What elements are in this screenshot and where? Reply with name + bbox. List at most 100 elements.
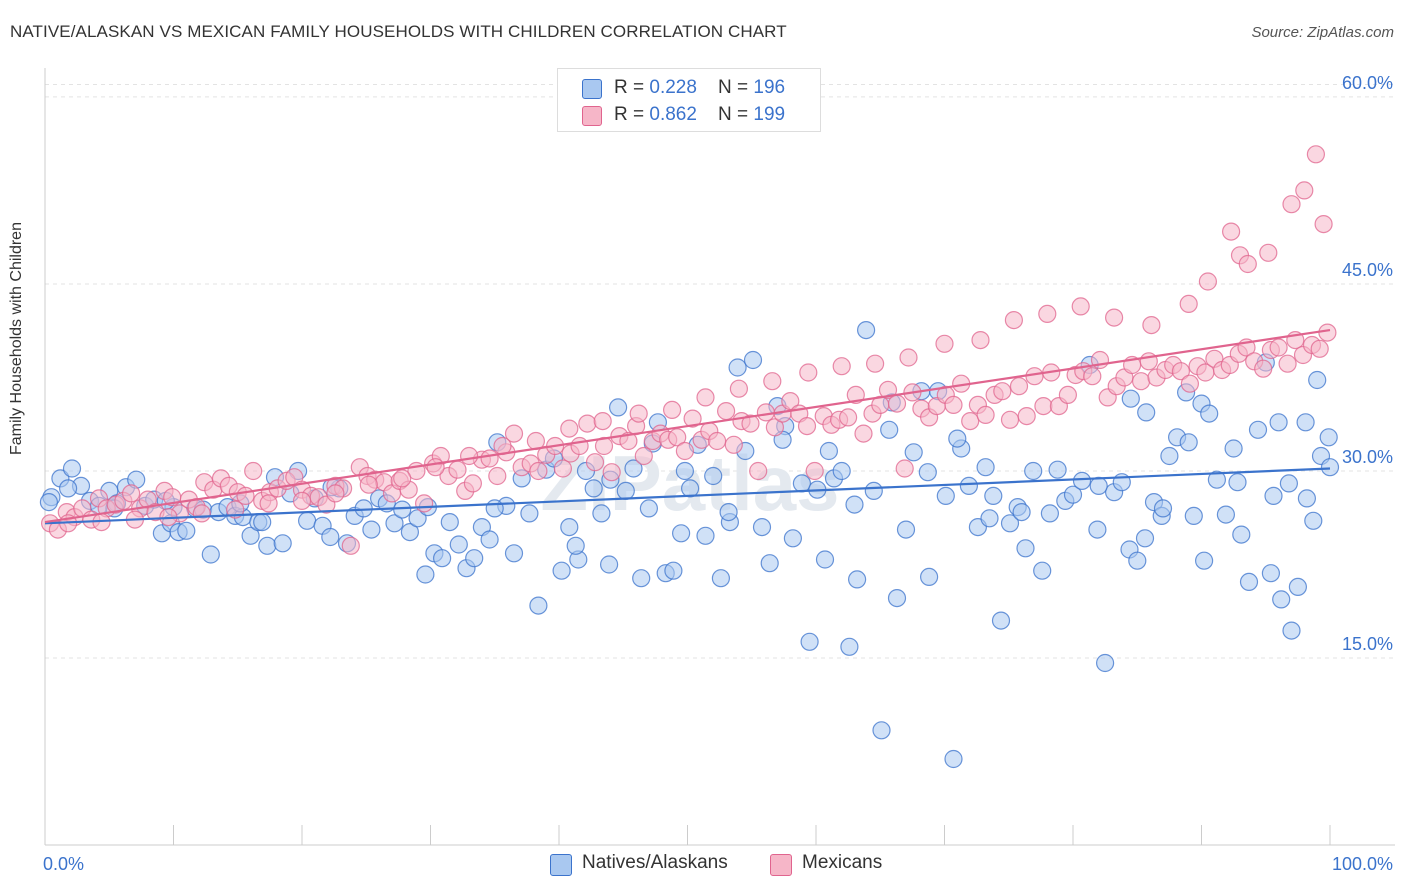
native-point <box>529 596 548 615</box>
native-point <box>1319 428 1338 447</box>
native-point <box>385 514 404 533</box>
native-point <box>632 569 651 588</box>
native-point <box>800 632 819 651</box>
mexican-point <box>899 348 918 367</box>
mexican-point <box>570 436 589 456</box>
mexican-point <box>724 435 743 454</box>
mexican-point <box>696 388 715 407</box>
mexican-point <box>226 500 245 519</box>
native-point <box>321 527 340 547</box>
legend-swatch-natives <box>582 79 602 99</box>
legend-text-natives: R = 0.228 N = 196 <box>614 77 786 98</box>
native-point <box>480 530 499 549</box>
mexican-point <box>1009 377 1029 396</box>
native-point <box>959 476 979 495</box>
legend-box: R = 0.228 N = 196 R = 0.862 N = 199 <box>557 68 821 132</box>
mexican-point <box>741 414 760 433</box>
mexican-point <box>1017 407 1036 426</box>
mexican-point <box>192 504 211 523</box>
native-point <box>728 358 747 377</box>
mexican-point <box>895 459 914 478</box>
mexican-point <box>259 494 278 513</box>
native-point <box>743 350 763 370</box>
native-point <box>393 500 412 519</box>
native-point <box>608 398 628 417</box>
native-point <box>1224 439 1243 458</box>
native-point <box>696 526 715 545</box>
native-point <box>520 504 539 523</box>
mexican-point <box>832 357 851 376</box>
native-point <box>919 567 939 587</box>
bottom-legend-label-natives: Natives/Alaskans <box>582 852 728 873</box>
mexican-point <box>292 491 312 510</box>
native-point <box>1135 529 1155 548</box>
bottom-legend-swatch-mexicans <box>770 854 792 876</box>
mexican-point <box>1071 297 1090 316</box>
native-point <box>1261 564 1281 583</box>
native-point <box>1121 389 1140 408</box>
series-natives <box>39 321 1340 769</box>
native-point <box>1248 420 1268 439</box>
mexican-point <box>1171 362 1191 381</box>
native-point <box>815 550 835 569</box>
mexican-point <box>1282 195 1301 214</box>
mexican-point <box>765 418 785 437</box>
mexican-point <box>585 453 605 472</box>
mexican-point <box>846 385 865 404</box>
native-point <box>1216 505 1236 524</box>
trend-line-natives <box>44 467 1331 525</box>
native-point <box>1024 461 1043 481</box>
mexican-point <box>1238 254 1257 274</box>
y-tick-label: 45.0% <box>1342 260 1393 280</box>
mexican-point <box>668 428 687 447</box>
mexican-point <box>619 431 638 451</box>
mexican-point <box>707 431 727 451</box>
native-point <box>1296 413 1315 432</box>
mexican-point <box>1038 304 1057 323</box>
mexican-point <box>683 409 702 428</box>
mexican-point <box>675 441 695 461</box>
native-point <box>991 611 1011 630</box>
native-point <box>1033 561 1052 580</box>
mexican-point <box>971 331 990 350</box>
mexican-point <box>878 380 898 399</box>
native-point <box>62 459 82 478</box>
native-point <box>760 554 779 573</box>
mexican-point <box>529 461 548 481</box>
native-point <box>845 495 864 514</box>
native-point <box>241 526 260 545</box>
mexican-point <box>1259 243 1278 262</box>
native-point <box>1048 460 1067 479</box>
mexican-point <box>1131 372 1151 391</box>
mexican-point <box>854 424 873 443</box>
mexican-point <box>865 354 885 373</box>
native-point <box>1200 404 1219 423</box>
mexican-point <box>593 412 612 431</box>
native-point <box>1304 511 1323 530</box>
native-point <box>433 549 452 568</box>
native-point <box>253 512 272 532</box>
native-point <box>298 511 317 530</box>
native-point <box>616 481 635 500</box>
native-point <box>273 534 292 553</box>
mexican-point <box>602 463 621 482</box>
mexican-point <box>1000 410 1020 429</box>
native-point <box>1288 577 1308 597</box>
native-point <box>1297 489 1317 508</box>
mexican-point <box>805 461 824 481</box>
native-point <box>664 561 683 580</box>
native-point <box>1016 539 1035 558</box>
native-point <box>864 481 883 500</box>
native-point <box>400 522 419 542</box>
tick-labels: 15.0% 30.0% 45.0% 60.0% 0.0% 100.0% <box>43 73 1393 874</box>
source-label: Source: ZipAtlas.com <box>1251 24 1394 41</box>
native-point <box>880 420 899 439</box>
native-point <box>675 461 695 481</box>
mexican-point <box>662 400 682 419</box>
native-point <box>1089 476 1108 495</box>
native-point <box>39 493 59 512</box>
native-point <box>566 536 585 555</box>
mexican-point <box>1318 323 1337 342</box>
native-point <box>449 535 468 554</box>
